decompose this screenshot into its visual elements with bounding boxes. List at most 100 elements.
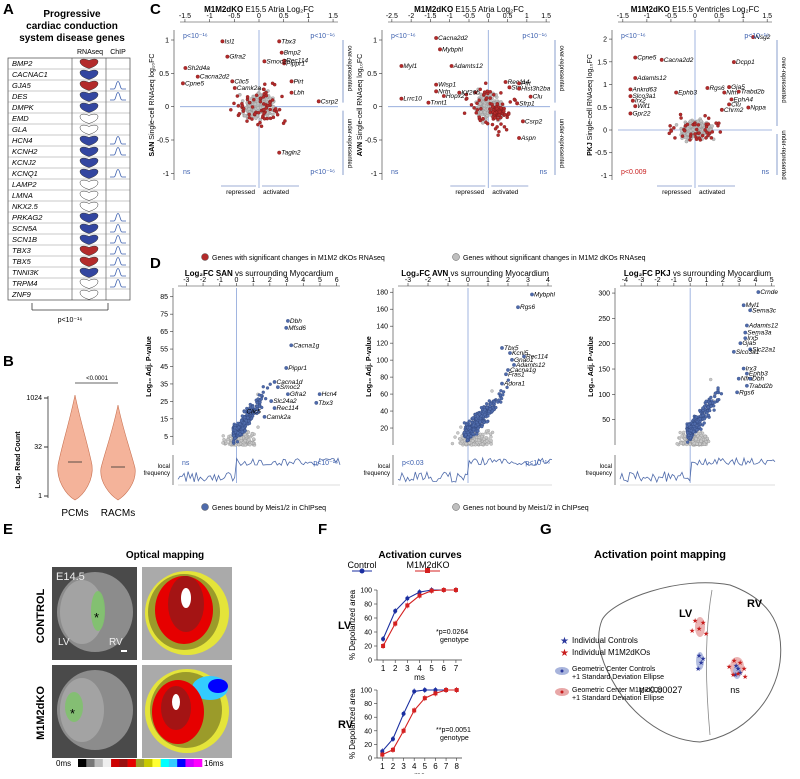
gene-label: Lbh [294, 90, 305, 97]
gene-point-sig [491, 92, 496, 97]
gene-point-bound [238, 422, 242, 426]
ko-star-icon: ★ [731, 657, 737, 665]
gene-point-sig [703, 113, 707, 118]
x-tick-label: 4 [417, 664, 422, 673]
curve-point [381, 637, 386, 641]
gene-point-sig [250, 117, 254, 121]
volcano-title: Log₂FC SAN vs surrounding Myocardium [185, 269, 334, 278]
curve-point [393, 621, 398, 626]
gene-name: DES [12, 92, 27, 101]
chip-peak-icon [110, 268, 126, 277]
gene-point-bound [709, 395, 713, 400]
gene-point-sig [247, 112, 251, 117]
local-label: local [378, 464, 390, 470]
y-tick-label: 180 [376, 290, 388, 297]
control-star-icon: ★ [695, 665, 701, 673]
gene-point-sig [716, 124, 720, 128]
gene-point-bound [475, 432, 479, 436]
gene-label: Tagln2 [281, 150, 301, 157]
gene-point-sig [241, 109, 246, 113]
curve-point [441, 588, 446, 592]
scale-swatch [144, 759, 153, 767]
labeled-gene-point [504, 372, 508, 377]
x-tick-label: 4 [546, 277, 550, 284]
local-label: local [600, 464, 612, 470]
panel-b: Log₂ Read Count 1024 32 1 <0.0001 PCMs R… [15, 376, 136, 519]
gene-label: Irx2 [635, 98, 646, 105]
gene-name: EMD [12, 114, 29, 123]
panel-b-ytick-label: 1024 [26, 395, 42, 402]
gene-point-unbound [477, 438, 481, 443]
gene-point-nonsig [481, 121, 485, 125]
gene-point-unbound [489, 435, 493, 439]
gene-point-bound [237, 425, 241, 429]
labeled-gene-point [517, 81, 522, 86]
gene-point-bound [506, 378, 510, 382]
labeled-gene-point [434, 36, 439, 40]
gene-label: Adamts12 [636, 75, 667, 82]
gene-point-sig [688, 134, 693, 139]
gene-label: Irx3 [746, 366, 757, 373]
gene-point-unbound [236, 442, 241, 447]
gene-point-bound [233, 436, 237, 440]
gene-point-bound [501, 393, 505, 397]
labeled-gene-point [628, 87, 633, 92]
gene-label: Adamts12 [748, 323, 779, 330]
chip-peak-icon [110, 246, 126, 255]
map-layer [208, 679, 228, 693]
heart-icon [79, 168, 99, 179]
heart-icon [79, 102, 99, 113]
labeled-gene-point [674, 90, 679, 95]
legend-bound-label: Genes bound by Meis1/2 in ChIPseq [212, 505, 326, 512]
gene-point-bound [464, 433, 468, 437]
panel-d: Log₂FC SAN vs surrounding Myocardium-3 -2… [144, 269, 779, 486]
panel-b-ylabel: Log₂ Read Count [15, 431, 22, 489]
gene-point-unbound [485, 439, 489, 443]
gene-point-bound [701, 413, 705, 418]
gene-point-nonsig [243, 113, 247, 118]
p-annotation-genotype: genotype [440, 735, 469, 742]
gene-label: Isl1 [224, 38, 235, 45]
gene-label: Pirt [521, 80, 532, 87]
gene-point-sig [499, 106, 503, 110]
gene-label: Rgs6 [520, 304, 536, 311]
activated-label: activated [263, 189, 289, 196]
panel-f: Activation curves Control M1M2dKO LV1008… [338, 550, 471, 779]
gene-label: Myl1 [746, 302, 760, 309]
gene-point-bound [241, 426, 245, 431]
map-layer [172, 694, 180, 710]
gene-point-sig [264, 106, 269, 110]
legend-ko-label: M1M2dKO [406, 560, 449, 570]
labeled-gene-point [289, 343, 294, 348]
row-label-control: CONTROL [35, 589, 47, 644]
gene-point-bound [256, 410, 261, 414]
stat-left: p<0.03 [402, 460, 424, 467]
scale-swatch [127, 759, 137, 767]
x-tick-label: 6 [433, 762, 438, 771]
scale-swatch [193, 759, 203, 767]
gene-point-nonsig [482, 103, 487, 108]
x-tick-label: -3 [183, 277, 189, 284]
local-frequency-curve [177, 457, 341, 483]
heart-icon [79, 80, 99, 91]
volcano-title: Log₂FC AVN vs surrounding Myocardium [401, 269, 549, 278]
gene-point-bound [244, 419, 248, 423]
scale-swatch [152, 759, 161, 767]
gene-point-sig [493, 127, 498, 131]
curve-point [401, 711, 406, 716]
labeled-gene-point [512, 363, 516, 367]
stat-top-left: p<10⁻¹⁶ [183, 33, 208, 40]
panel-e: Optical mapping CONTROL M1M2dKO * E14.5 … [35, 550, 232, 768]
gene-point-unbound [489, 442, 493, 446]
asterisk-marker: * [70, 706, 75, 721]
x-tick-label: -1 [447, 13, 453, 20]
gene-point-sig [705, 130, 709, 135]
x-tick-label: 1.5 [762, 13, 772, 20]
gene-point-sig [277, 107, 282, 112]
x-tick-label: -2 [654, 277, 660, 284]
heart-icon [79, 245, 99, 256]
gene-point-unbound [705, 436, 710, 441]
labeled-gene-point [317, 392, 322, 397]
gene-point-sig [704, 136, 708, 140]
gene-point-unbound [246, 430, 251, 434]
